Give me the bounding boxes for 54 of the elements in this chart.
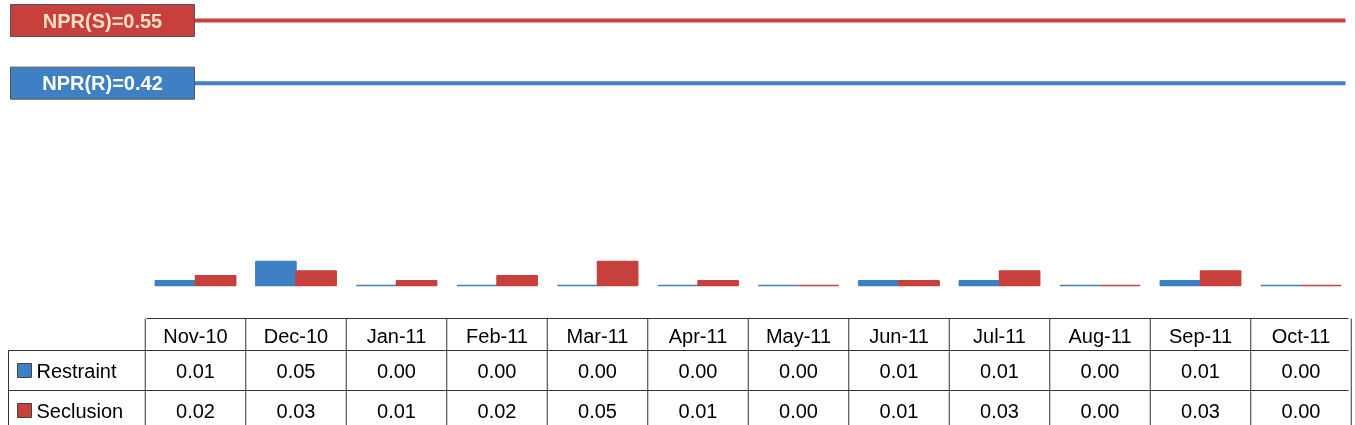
legend-label: Seclusion (36, 399, 124, 422)
x-tick-label: Oct-11 (1271, 324, 1331, 347)
data-label: 0.00 (1281, 399, 1321, 422)
bar (858, 279, 900, 287)
x-tick-label: Feb-11 (466, 324, 528, 347)
data-label: 0.02 (477, 399, 517, 422)
data-label: 0.05 (578, 399, 617, 422)
x-tick-label: Jan-11 (366, 324, 427, 347)
data-label: 0.03 (980, 399, 1019, 422)
bar (295, 270, 337, 287)
data-label: 0.00 (1080, 359, 1120, 382)
bar (958, 279, 1001, 287)
data-label: 0.05 (276, 359, 316, 382)
x-tick-label: Mar-11 (566, 324, 629, 347)
data-label: 0.01 (980, 359, 1019, 382)
x-tick-label: Nov-10 (163, 324, 228, 347)
bar (395, 279, 438, 287)
legend-label: Restraint (36, 359, 117, 382)
x-tick-label: Jul-11 (973, 324, 1027, 347)
data-label: 0.02 (176, 399, 215, 422)
bar (898, 279, 940, 287)
bar (194, 275, 237, 287)
data-label: 0.01 (377, 399, 416, 422)
x-tick-label: Apr-11 (668, 324, 728, 347)
data-label: 0.01 (678, 399, 718, 422)
data-label: 0.00 (1080, 399, 1120, 422)
ref-line-label: NPR(S)=0.55 (42, 9, 163, 32)
data-label: 0.03 (276, 399, 316, 422)
ref-line-label: NPR(R)=0.42 (42, 72, 163, 95)
data-label: 0.00 (477, 359, 517, 382)
data-label: 0.00 (779, 359, 818, 382)
bar (596, 260, 639, 287)
data-label: 0.00 (779, 399, 818, 422)
bar (697, 279, 739, 287)
x-tick-label: Jun-11 (869, 324, 929, 347)
data-label: 0.00 (578, 359, 617, 382)
data-label: 0.03 (1181, 399, 1220, 422)
x-tick-label: Aug-11 (1068, 324, 1132, 347)
x-tick-label: Dec-10 (263, 324, 329, 347)
data-label: 0.01 (1181, 359, 1220, 382)
bar (1159, 279, 1202, 287)
data-label: 0.01 (879, 399, 919, 422)
bar (998, 270, 1041, 287)
bar (1199, 270, 1242, 287)
bar (154, 279, 197, 287)
bar (496, 275, 538, 287)
data-label: 0.01 (879, 359, 919, 382)
x-tick-label: May-11 (765, 324, 832, 347)
bar (255, 260, 297, 287)
data-label: 0.01 (176, 359, 215, 382)
x-tick-label: Sep-11 (1169, 324, 1233, 347)
data-label: 0.00 (678, 359, 718, 382)
data-label: 0.00 (377, 359, 416, 382)
data-label: 0.00 (1281, 359, 1321, 382)
